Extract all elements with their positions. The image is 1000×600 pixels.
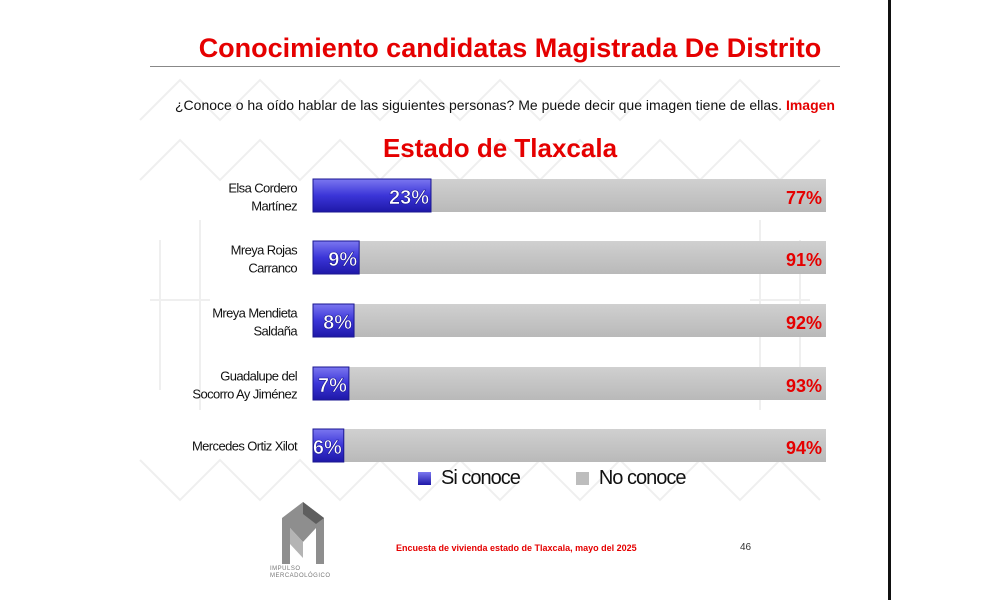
subtitle-text: Estado de Tlaxcala [382,133,618,163]
bar-no-conoce [343,429,826,462]
background-pattern [139,78,821,502]
bar-no-conoce [359,241,826,274]
legend-item-si-conoce: Si conoce [418,466,521,490]
legend-swatch-si-conoce [418,471,431,485]
data-label-no-conoce: 93% [786,376,822,396]
title-underline [150,66,840,67]
data-label-no-conoce: 77% [786,188,822,208]
bar-no-conoce [430,179,826,212]
page-edge-divider [888,0,891,600]
legend-label-no-conoce: No conoce [598,466,687,489]
impulso-mercadologico-logo-icon [282,502,324,564]
footer-source: Encuesta de vivienda estado de Tlaxcala,… [396,543,696,553]
data-label-no-conoce: 92% [786,313,822,333]
survey-question: ¿Conoce o ha oído hablar de las siguient… [160,96,850,115]
category-label: Saldaña [253,324,298,339]
bar-no-conoce [348,367,826,400]
question-text: ¿Conoce o ha oído hablar de las siguient… [175,97,783,113]
data-label-si-conoce: 7% [318,375,347,397]
bar-si-conoce [312,428,345,463]
question-highlight: Imagen [785,97,835,113]
data-label-no-conoce: 91% [786,250,822,270]
category-label: Socorro Ay Jiménez [192,387,297,402]
data-label-no-conoce: 94% [786,438,822,458]
bar-si-conoce [312,240,360,275]
bar-no-conoce [354,304,826,337]
chart-subtitle: Estado de Tlaxcala [250,132,750,164]
category-label: Martínez [251,199,297,214]
legend-label-si-conoce: Si conoce [441,466,521,489]
data-label-si-conoce: 23% [389,187,429,209]
category-label: Elsa Cordero [228,181,297,196]
legend-swatch-no-conoce [575,471,589,485]
chart-title: Conocimiento candidatas Magistrada De Di… [198,33,822,63]
footer-source-text: Encuesta de vivienda estado de Tlaxcala,… [396,543,637,553]
legend-item-no-conoce: No conoce [575,466,687,490]
bar-si-conoce [312,178,432,213]
category-label: Mercedes Ortiz Xilot [192,439,298,454]
data-label-si-conoce: 8% [323,312,352,334]
logo-text: IMPULSO MERCADOLÓGICO [270,566,331,579]
category-label: Carranco [248,261,297,276]
bars-layer: Elsa Cordero Martínez 23% 77% Mreya Rojas Car… [192,178,826,463]
data-label-si-conoce: 9% [328,249,357,271]
chart-legend: Si conoce No conoce [418,466,741,490]
page-number: 46 [740,542,752,553]
category-label: Mreya Mendieta [212,306,298,321]
category-label: Mreya Rojas [231,243,298,258]
data-label-si-conoce: 6% [313,437,342,459]
bar-si-conoce [312,303,355,338]
bar-si-conoce [312,366,350,401]
category-label: Guadalupe del [220,369,297,384]
